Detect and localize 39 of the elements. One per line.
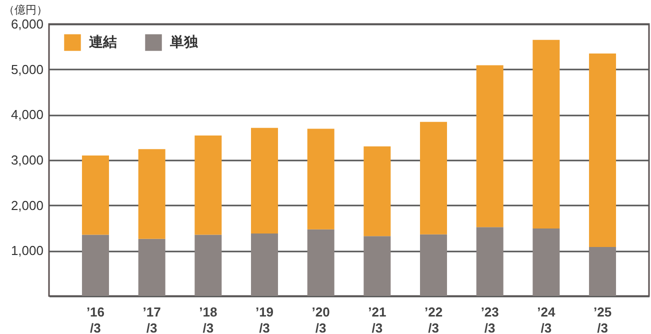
- y-axis-title: （億円）: [4, 4, 48, 16]
- x-tick-label: ’16/3: [86, 304, 105, 334]
- bar: [364, 236, 391, 296]
- x-tick-label: ’24/3: [537, 304, 556, 334]
- bar: [589, 53, 616, 248]
- legend-label: 連結: [88, 34, 117, 50]
- bar: [194, 136, 222, 235]
- bar: [364, 146, 391, 236]
- bar: [82, 155, 109, 235]
- y-tick-label: 1,000: [10, 243, 44, 258]
- bar: [82, 234, 109, 296]
- bar: [532, 228, 560, 296]
- bar: [589, 247, 616, 296]
- x-tick-label: ’17/3: [142, 304, 161, 334]
- bar: [307, 229, 334, 296]
- bar: [138, 149, 166, 239]
- bar: [420, 122, 448, 234]
- y-tick-label: 3,000: [10, 152, 44, 168]
- bar: [476, 65, 504, 228]
- bar: [476, 227, 504, 296]
- bar: [194, 234, 222, 296]
- x-tick-label: ’22/3: [424, 304, 443, 334]
- legend-label: 単独: [169, 34, 199, 50]
- y-tick-label: 5,000: [10, 62, 44, 77]
- bar: [250, 128, 278, 234]
- y-tick-label: 2,000: [10, 198, 44, 213]
- x-tick-label: ’19/3: [255, 304, 274, 334]
- bar: [138, 238, 166, 296]
- bar: [532, 40, 560, 228]
- x-tick-label: ’20/3: [312, 304, 330, 334]
- y-tick-label: 6,000: [10, 16, 44, 32]
- bar: [307, 128, 334, 230]
- x-tick-label: ’23/3: [480, 304, 499, 334]
- bar: [420, 234, 448, 296]
- bar: [250, 233, 278, 296]
- x-tick-label: ’25/3: [593, 304, 612, 334]
- x-tick-label: ’21/3: [368, 304, 386, 334]
- y-tick-label: 4,000: [10, 107, 44, 122]
- x-tick-label: ’18/3: [199, 304, 218, 334]
